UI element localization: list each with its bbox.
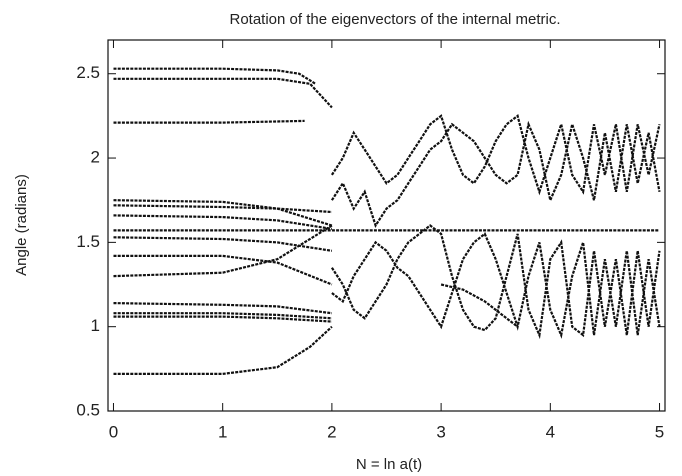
curve (113, 302, 333, 315)
curve (330, 224, 661, 340)
y-tick-label: 2.5 (76, 63, 100, 82)
x-tick-label: 4 (546, 422, 555, 441)
y-tick-label: 1 (91, 316, 100, 335)
y-tick-label: 0.5 (76, 400, 100, 419)
curve (113, 315, 332, 323)
curve (113, 325, 333, 375)
x-axis-label: N = ln a(t) (356, 456, 422, 473)
curve (331, 232, 661, 339)
x-tick-label: 1 (218, 422, 227, 441)
curve (113, 204, 332, 214)
curve (113, 236, 333, 252)
chart-title: Rotation of the eigenvectors of the inte… (229, 11, 560, 28)
curve (113, 67, 317, 85)
y-axis-label: Angle (radians) (13, 174, 30, 276)
x-tick-label: 0 (109, 422, 118, 441)
plot-frame (107, 39, 666, 412)
curve (113, 254, 333, 286)
curve (440, 283, 519, 328)
y-tick-label: 2 (91, 148, 100, 167)
x-tick-label: 5 (655, 422, 664, 441)
curve (330, 114, 661, 196)
curve (113, 312, 332, 320)
curve (113, 199, 333, 227)
curve (113, 224, 333, 278)
curve (113, 214, 333, 230)
y-tick-label: 1.5 (76, 232, 100, 251)
x-tick-label: 2 (327, 422, 336, 441)
curve (330, 120, 661, 229)
curve (113, 119, 305, 124)
x-tick-label: 3 (436, 422, 445, 441)
curve (113, 77, 333, 109)
